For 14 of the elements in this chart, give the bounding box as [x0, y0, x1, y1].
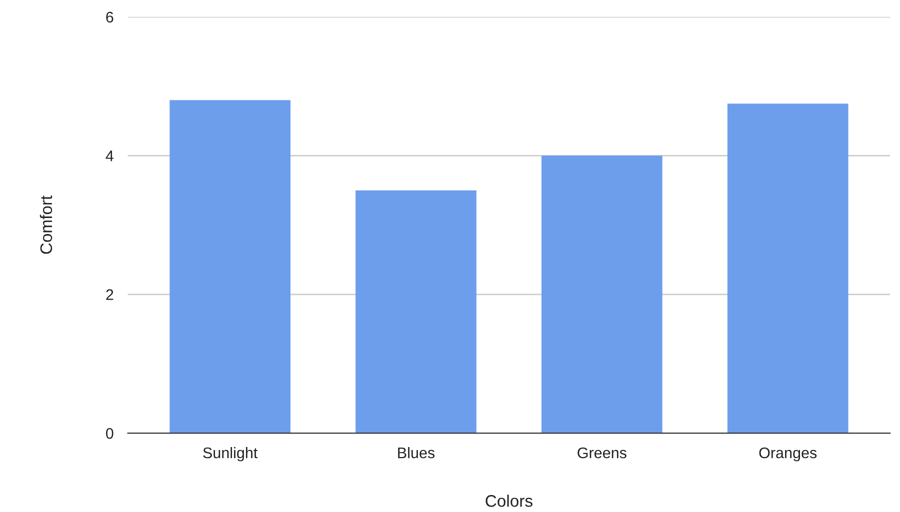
- x-tick-label: Greens: [578, 447, 626, 458]
- bar: [356, 190, 476, 434]
- x-tick-label: Oranges: [759, 447, 817, 462]
- y-tick-label: 2: [106, 289, 114, 300]
- y-tick-label: 0: [106, 428, 114, 439]
- bar: [727, 104, 848, 434]
- y-tick-label: 6: [106, 12, 114, 23]
- bar: [541, 156, 662, 434]
- x-tick-label: Blues: [398, 447, 435, 458]
- y-axis-title: Comfort: [40, 196, 52, 254]
- y-tick-label: 4: [106, 150, 114, 162]
- x-tick-label: Sunlight: [203, 447, 258, 462]
- bar: [170, 100, 290, 434]
- x-axis-title: Colors: [486, 494, 532, 507]
